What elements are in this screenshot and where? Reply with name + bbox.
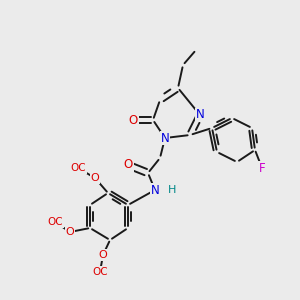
Text: O: O (99, 250, 107, 260)
Text: N: N (151, 184, 159, 196)
Text: N: N (151, 184, 159, 196)
Text: N: N (160, 131, 169, 145)
Text: OC: OC (47, 217, 63, 227)
Text: O: O (128, 113, 138, 127)
Text: H: H (168, 185, 176, 195)
Text: O: O (99, 250, 107, 260)
Text: O: O (91, 173, 99, 183)
Text: O: O (66, 227, 74, 237)
Text: O: O (66, 227, 74, 237)
Text: O: O (123, 158, 133, 172)
Text: H: H (168, 185, 176, 195)
Text: F: F (259, 161, 265, 175)
Text: N: N (196, 109, 204, 122)
Text: OC: OC (92, 267, 108, 277)
Text: O: O (91, 173, 99, 183)
Text: OC: OC (70, 163, 86, 173)
